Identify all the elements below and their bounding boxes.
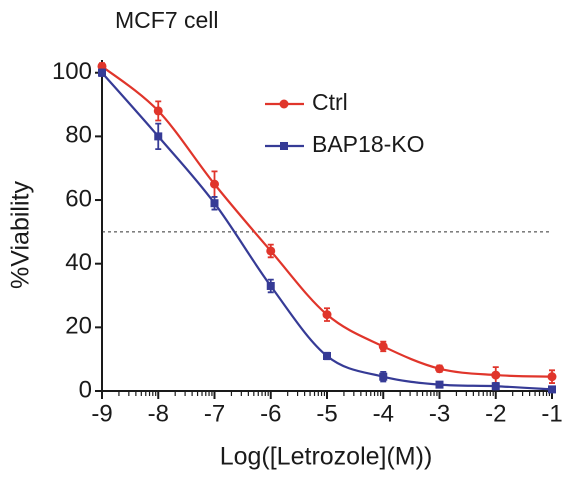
y-tick-label: 100 [52,58,92,85]
marker [548,385,556,394]
y-tick-label: 60 [65,185,92,212]
marker [491,370,501,380]
legend-label: BAP18-KO [312,131,425,157]
x-tick-label: -5 [316,400,337,427]
y-tick-label: 20 [65,313,92,340]
marker [153,106,163,116]
marker [98,68,106,77]
x-tick-label: -8 [148,400,169,427]
y-tick-label: 80 [65,122,92,149]
x-tick-label: -4 [373,400,394,427]
legend-marker [280,142,288,150]
fit-curve [101,72,553,391]
x-tick-label: -1 [541,400,562,427]
marker [322,310,332,320]
x-tick-label: -9 [91,400,112,427]
y-tick-label: 0 [79,376,92,403]
x-tick-label: -7 [204,400,225,427]
marker [491,382,500,391]
x-tick-label: -3 [429,400,450,427]
marker [435,380,444,389]
marker [266,281,275,290]
marker [435,364,444,374]
fit-curve [101,65,553,378]
marker [97,61,107,71]
chart-title: MCF7 cell [115,7,219,33]
marker [379,372,388,381]
marker [210,179,219,189]
marker [266,246,276,256]
legend-marker [279,99,289,109]
marker [210,199,219,208]
legend-label: Ctrl [312,89,348,115]
marker [378,341,388,351]
x-axis-label: Log([Letrozole](M)) [220,443,433,471]
marker [323,351,331,360]
x-tick-label: -2 [485,400,506,427]
y-tick-label: 40 [65,249,92,276]
x-tick-label: -6 [260,400,281,427]
marker [547,372,557,382]
marker [154,132,163,141]
y-axis-label: %Viability [7,181,35,289]
